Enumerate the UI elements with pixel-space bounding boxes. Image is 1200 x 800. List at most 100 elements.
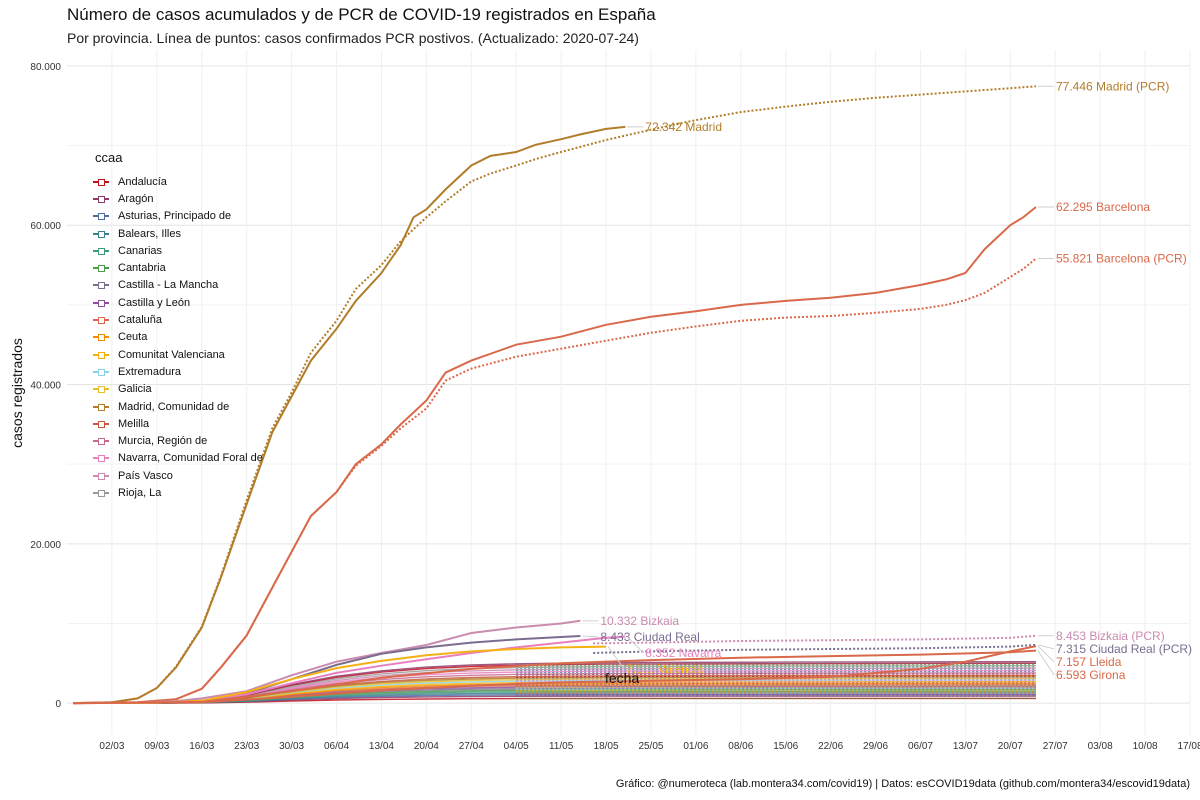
- legend-swatch: [93, 297, 109, 309]
- legend-item: Cantabria: [93, 259, 263, 276]
- x-tick-label: 30/03: [279, 741, 304, 752]
- chart-title: Número de casos acumulados y de PCR de C…: [67, 5, 656, 24]
- legend-label: País Vasco: [118, 469, 173, 482]
- series-annotation-label: 72.342 Madrid: [645, 120, 722, 134]
- series-annotation-label: 7.1… Valencia: [626, 662, 703, 676]
- x-tick-label: 13/04: [369, 741, 394, 752]
- x-axis-ticks: 02/03 09/03 16/03 23/03 30/03 06/04 13/04 20/04…: [99, 741, 1200, 752]
- minor-province-pcr-line: [516, 684, 1037, 687]
- legend-swatch: [93, 470, 109, 482]
- x-tick-label: 17/08: [1177, 741, 1200, 752]
- series-annotation-label: 8.453 Bizkaia (PCR): [1056, 629, 1165, 643]
- chart-caption: Gráfico: @numeroteca (lab.montera34.com/…: [615, 778, 1190, 790]
- series-lines: [73, 85, 1037, 705]
- y-axis-ticks: 0 20.000 40.000 60.000 80.000: [30, 62, 61, 710]
- legend-label: Canarias: [118, 244, 163, 257]
- legend-swatch: [93, 418, 109, 430]
- legend-label: Cantabria: [118, 262, 166, 275]
- legend-label: Balears, Illes: [118, 227, 181, 240]
- minor-province-pcr-line: [516, 693, 1037, 696]
- legend-title: ccaa: [95, 150, 123, 165]
- legend-item: Navarra, Comunidad Foral de: [93, 450, 263, 467]
- minor-province-pcr-line: [516, 689, 1037, 692]
- y-tick-label: 80.000: [30, 62, 61, 73]
- x-tick-label: 03/08: [1088, 741, 1113, 752]
- series-annotation-label: 7.315 Ciudad Real (PCR): [1056, 642, 1192, 656]
- legend-label: Castilla y León: [118, 296, 191, 309]
- series-annotation-label: 10.332 Bizkaia: [600, 614, 679, 628]
- minor-province-pcr-line: [516, 668, 1037, 672]
- legend-item: Madrid, Comunidad de: [93, 398, 263, 415]
- x-tick-label: 11/05: [549, 741, 574, 752]
- x-tick-label: 06/07: [908, 741, 933, 752]
- series-line-lleida: [73, 645, 1037, 705]
- legend-swatch: [93, 435, 109, 447]
- legend-item: Rioja, La: [93, 484, 263, 501]
- series-annotation-label: 55.821 Barcelona (PCR): [1056, 252, 1187, 266]
- y-tick-label: 20.000: [30, 540, 61, 551]
- series-line-barcelona-pcr: [73, 257, 1037, 705]
- legend-item: Extremadura: [93, 363, 263, 380]
- minor-province-pcr-line: [516, 666, 1037, 670]
- series-line-girona: [73, 649, 1037, 705]
- x-tick-label: 27/07: [1043, 741, 1068, 752]
- series-annotation-label: 77.446 Madrid (PCR): [1056, 79, 1169, 93]
- series-line-bizkaia-pcr: [593, 634, 1037, 645]
- legend-item: Balears, Illes: [93, 225, 263, 242]
- annotation-leader: [1037, 644, 1055, 650]
- x-tick-label: 15/06: [773, 741, 798, 752]
- series-line-madrid: [73, 125, 626, 705]
- annotation-leader: [626, 636, 644, 654]
- x-tick-label: 29/06: [863, 741, 888, 752]
- annotation-leader: [607, 646, 625, 670]
- legend-label: Navarra, Comunidad Foral de: [118, 452, 263, 465]
- y-tick-label: 40.000: [30, 381, 61, 392]
- grid-lines: [67, 50, 1191, 735]
- legend-label: Andalucía: [118, 175, 167, 188]
- minor-province-pcr-line: [516, 678, 1037, 682]
- legend-swatch: [93, 228, 109, 240]
- minor-province-pcr-line: [516, 662, 1037, 666]
- legend-label: Murcia, Región de: [118, 435, 208, 448]
- series-annotation-label: 6.593 Girona: [1056, 668, 1126, 682]
- x-tick-label: 10/08: [1133, 741, 1158, 752]
- legend-item: Ceuta: [93, 329, 263, 346]
- legend-item: Melilla: [93, 415, 263, 432]
- legend-label: Melilla: [118, 417, 150, 430]
- legend-label: Castilla - La Mancha: [118, 279, 219, 292]
- minor-province-pcr-line: [516, 675, 1037, 679]
- minor-province-pcr-line: [516, 683, 1037, 686]
- x-tick-label: 25/05: [638, 741, 663, 752]
- minor-province-pcr-line: [516, 673, 1037, 676]
- legend-label: Aragón: [118, 192, 154, 205]
- series-line-ciudad-real-pcr: [593, 643, 1037, 654]
- x-tick-label: 13/07: [953, 741, 978, 752]
- annotation-leader: [582, 635, 599, 638]
- legend-item: Castilla y León: [93, 294, 263, 311]
- legend-items: Andalucía Aragón Asturias, Principado de Ba…: [93, 173, 263, 502]
- legend-item: País Vasco: [93, 467, 263, 484]
- legend-item: Comunitat Valenciana: [93, 346, 263, 363]
- legend-swatch: [93, 314, 109, 326]
- series-annotations: 77.446 Madrid (PCR) 72.342 Madrid 62.295 B…: [582, 79, 1192, 682]
- y-tick-label: 0: [55, 699, 61, 710]
- x-tick-label: 09/03: [144, 741, 169, 752]
- minor-province-pcr-line: [516, 690, 1037, 693]
- x-axis-label: fecha: [605, 670, 640, 686]
- legend-item: Andalucía: [93, 173, 263, 190]
- legend-item: Castilla - La Mancha: [93, 277, 263, 294]
- x-tick-label: 04/05: [504, 741, 529, 752]
- minor-province-pcr-line: [516, 676, 1037, 680]
- x-tick-label: 18/05: [594, 741, 619, 752]
- minor-province-pcr-line: [516, 670, 1037, 674]
- legend-swatch: [93, 210, 109, 222]
- legend-swatch: [93, 193, 109, 205]
- x-tick-label: 27/04: [459, 741, 484, 752]
- legend-item: Cataluña: [93, 311, 263, 328]
- legend-swatch: [93, 383, 109, 395]
- legend-swatch: [93, 349, 109, 361]
- minor-province-pcr-line: [516, 687, 1037, 690]
- minor-province-pcr-line: [516, 686, 1037, 689]
- legend-item: Canarias: [93, 242, 263, 259]
